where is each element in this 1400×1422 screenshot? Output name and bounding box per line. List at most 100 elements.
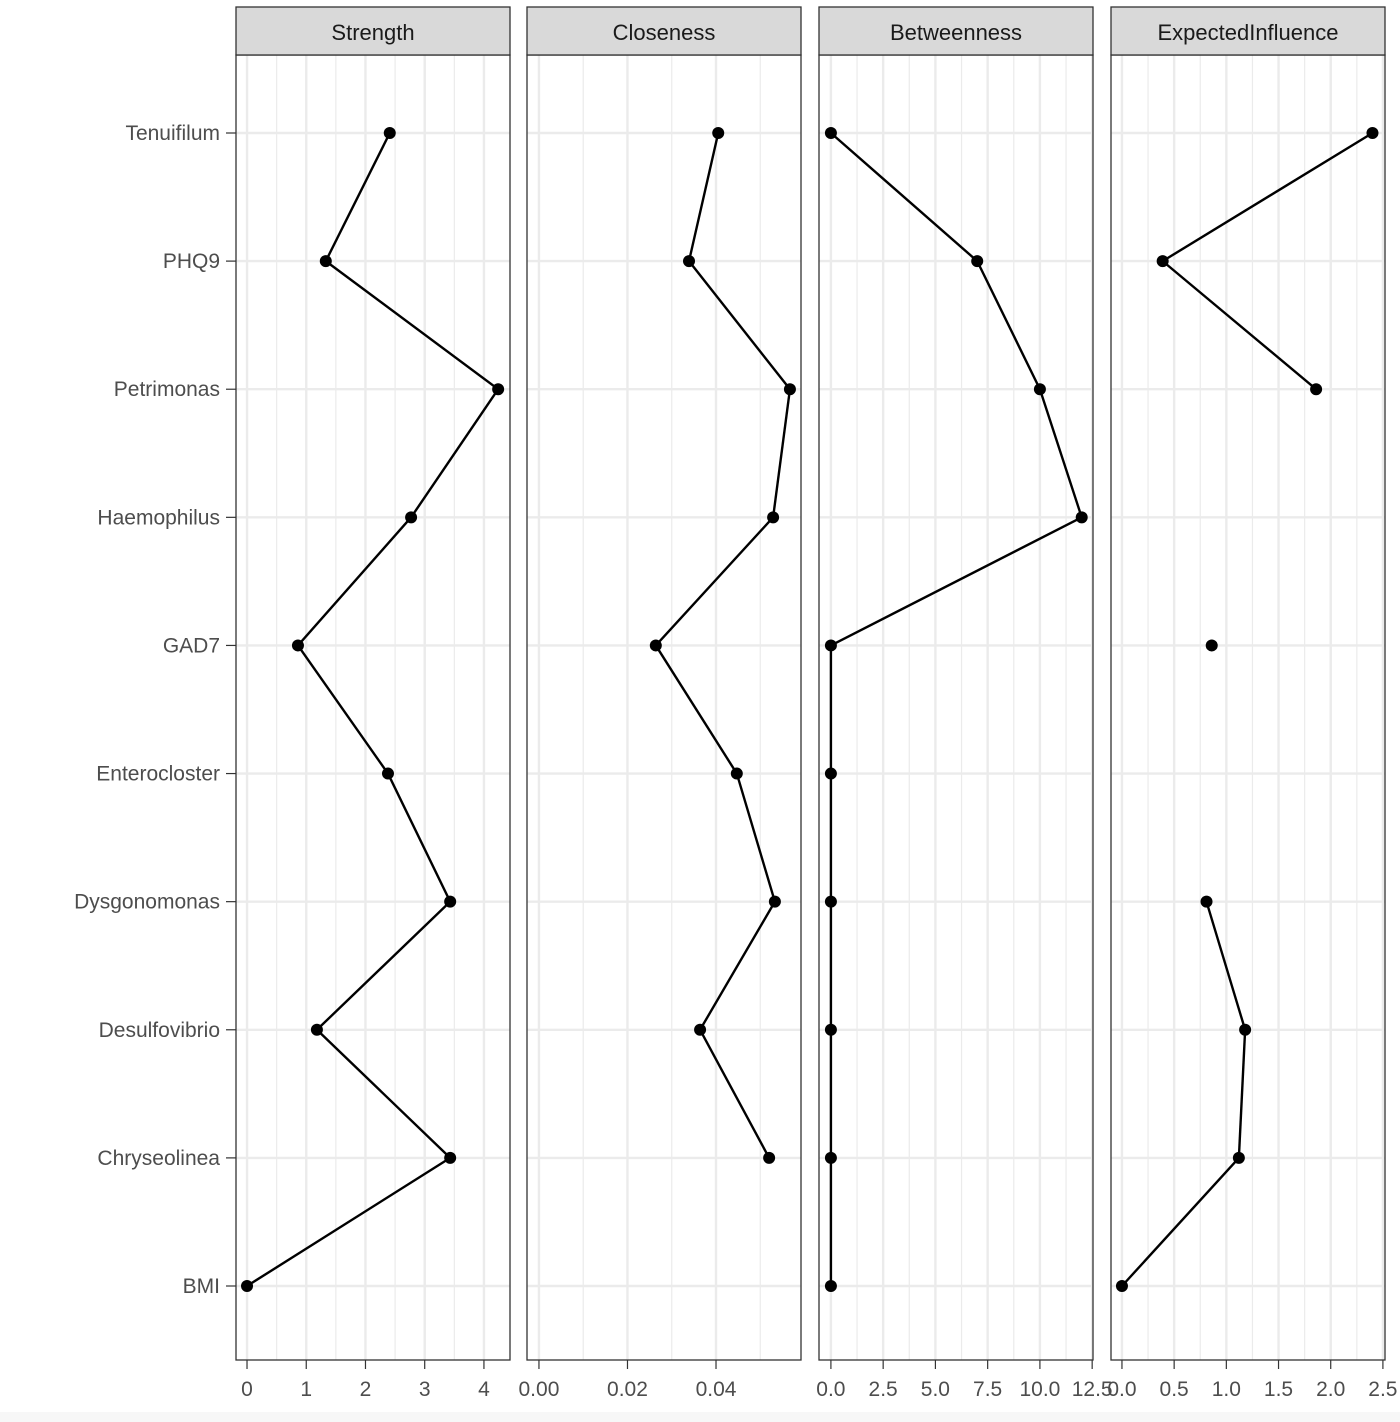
series-segment: [654, 516, 774, 647]
data-point-enterocloster: [381, 767, 394, 780]
x-tick-label: 0.0: [816, 1378, 845, 1401]
facet-strip-label: Closeness: [613, 20, 716, 45]
y-tick-label: Dysgonomonas: [74, 891, 220, 914]
data-point-tenuifilum: [383, 127, 396, 139]
panel-background: [527, 55, 801, 1360]
series-segment: [316, 1028, 452, 1159]
x-tick-label: 10.0: [1019, 1378, 1060, 1401]
facet-strip: [526, 6, 802, 56]
data-point-dysgonomonas: [768, 895, 781, 908]
series-segment: [699, 901, 776, 1031]
panel-betweenness: Betweenness 0.0 2.5 5.0 7.5 10.0 12.5: [816, 6, 1113, 1401]
data-point-desulfovibrio: [310, 1023, 323, 1036]
data-point-dysgonomonas: [1200, 895, 1213, 908]
x-tick-label: 0.02: [607, 1378, 648, 1401]
facet-strip-label: ExpectedInfluence: [1157, 20, 1338, 45]
data-point-phq9: [683, 255, 696, 268]
facet-strip-label: Strength: [331, 20, 414, 45]
panel-background: [1111, 55, 1385, 1360]
series-segment: [296, 644, 389, 775]
data-point-phq9: [319, 255, 332, 268]
data-point-enterocloster: [824, 767, 837, 780]
data-point-desulfovibrio: [1239, 1023, 1252, 1036]
y-tick-label: GAD7: [163, 634, 220, 657]
series-segment: [1161, 260, 1317, 391]
data-point-chryseolinea: [824, 1151, 837, 1164]
y-tick-label: Desulfovibrio: [99, 1019, 220, 1042]
facet-strip: [235, 6, 511, 56]
series-segment: [316, 900, 452, 1031]
data-point-desulfovibrio: [824, 1023, 837, 1036]
x-tick-label: 1.0: [1212, 1378, 1241, 1401]
x-tick-label: 7.5: [973, 1378, 1002, 1401]
panel-strength: Strength 0 1 2 3 4: [235, 6, 511, 1401]
data-point-chryseolinea: [763, 1151, 776, 1164]
data-point-petrimonas: [783, 383, 796, 396]
data-point-dysgonomonas: [824, 895, 837, 908]
panel-background: [236, 55, 510, 1360]
data-point-petrimonas: [1033, 383, 1046, 396]
series-segment: [1121, 1157, 1240, 1287]
data-point-gad7: [649, 639, 662, 652]
panel-background: [819, 55, 1093, 1360]
series-segment: [654, 644, 738, 775]
facet-strip: [1110, 6, 1386, 56]
facet-strip: [818, 6, 1094, 56]
series-segment: [325, 260, 499, 391]
data-point-desulfovibrio: [694, 1023, 707, 1036]
x-tick-label: 0.00: [519, 1378, 560, 1401]
y-tick-label: Chryseolinea: [97, 1147, 220, 1170]
data-point-haemophilus: [1075, 511, 1088, 524]
x-tick-label: 5.0: [921, 1378, 950, 1401]
series-segment: [771, 389, 792, 518]
series-segment: [386, 773, 452, 903]
data-point-bmi: [241, 1280, 254, 1292]
x-tick-label: 0.5: [1160, 1378, 1189, 1401]
x-tick-label: 2.5: [869, 1378, 898, 1401]
data-point-chryseolinea: [444, 1151, 457, 1164]
y-tick-label: PHQ9: [163, 250, 220, 273]
data-point-petrimonas: [1310, 383, 1323, 396]
series-segment: [830, 516, 1083, 647]
x-tick-label: 2: [360, 1378, 372, 1401]
x-tick-label: 4: [478, 1378, 490, 1401]
data-point-enterocloster: [730, 767, 743, 780]
panel-closeness: Closeness 0.00 0.02 0.04: [519, 6, 802, 1401]
x-tick-label: 3: [419, 1378, 431, 1401]
series-segment: [735, 773, 777, 903]
bottom-strip: [0, 1412, 1400, 1422]
data-point-petrimonas: [492, 383, 505, 396]
data-point-gad7: [1205, 639, 1218, 652]
series-segment: [1162, 131, 1374, 263]
x-tick-label: 0.0: [1107, 1378, 1136, 1401]
series-segment: [976, 260, 1041, 390]
data-point-bmi: [1115, 1280, 1128, 1292]
series-segment: [1205, 901, 1247, 1031]
data-point-dysgonomonas: [444, 895, 457, 908]
x-tick-label: 12.5: [1072, 1378, 1113, 1401]
y-tick-label: Tenuifilum: [125, 122, 220, 145]
x-tick-label: 1.5: [1264, 1378, 1293, 1401]
x-tick-label: 0.04: [696, 1378, 737, 1401]
x-tick-label: 0: [241, 1378, 253, 1401]
data-point-tenuifilum: [1366, 127, 1379, 139]
data-point-chryseolinea: [1232, 1151, 1245, 1164]
data-point-gad7: [291, 639, 304, 652]
data-point-phq9: [971, 255, 984, 268]
data-point-tenuifilum: [824, 127, 837, 139]
series-segment: [1237, 1029, 1247, 1158]
series-segment: [830, 132, 979, 263]
x-tick-label: 1: [300, 1378, 312, 1401]
data-point-phq9: [1156, 255, 1169, 268]
series-segment: [324, 132, 391, 262]
series-segment: [699, 1029, 771, 1159]
y-tick-label: Petrimonas: [114, 378, 220, 401]
data-point-haemophilus: [767, 511, 780, 524]
series-segment: [1038, 388, 1083, 518]
series-segment: [687, 132, 720, 262]
x-tick-label: 2.5: [1368, 1378, 1397, 1401]
y-tick-label: Haemophilus: [97, 506, 220, 529]
series-segment: [297, 516, 412, 647]
data-point-bmi: [824, 1280, 837, 1292]
